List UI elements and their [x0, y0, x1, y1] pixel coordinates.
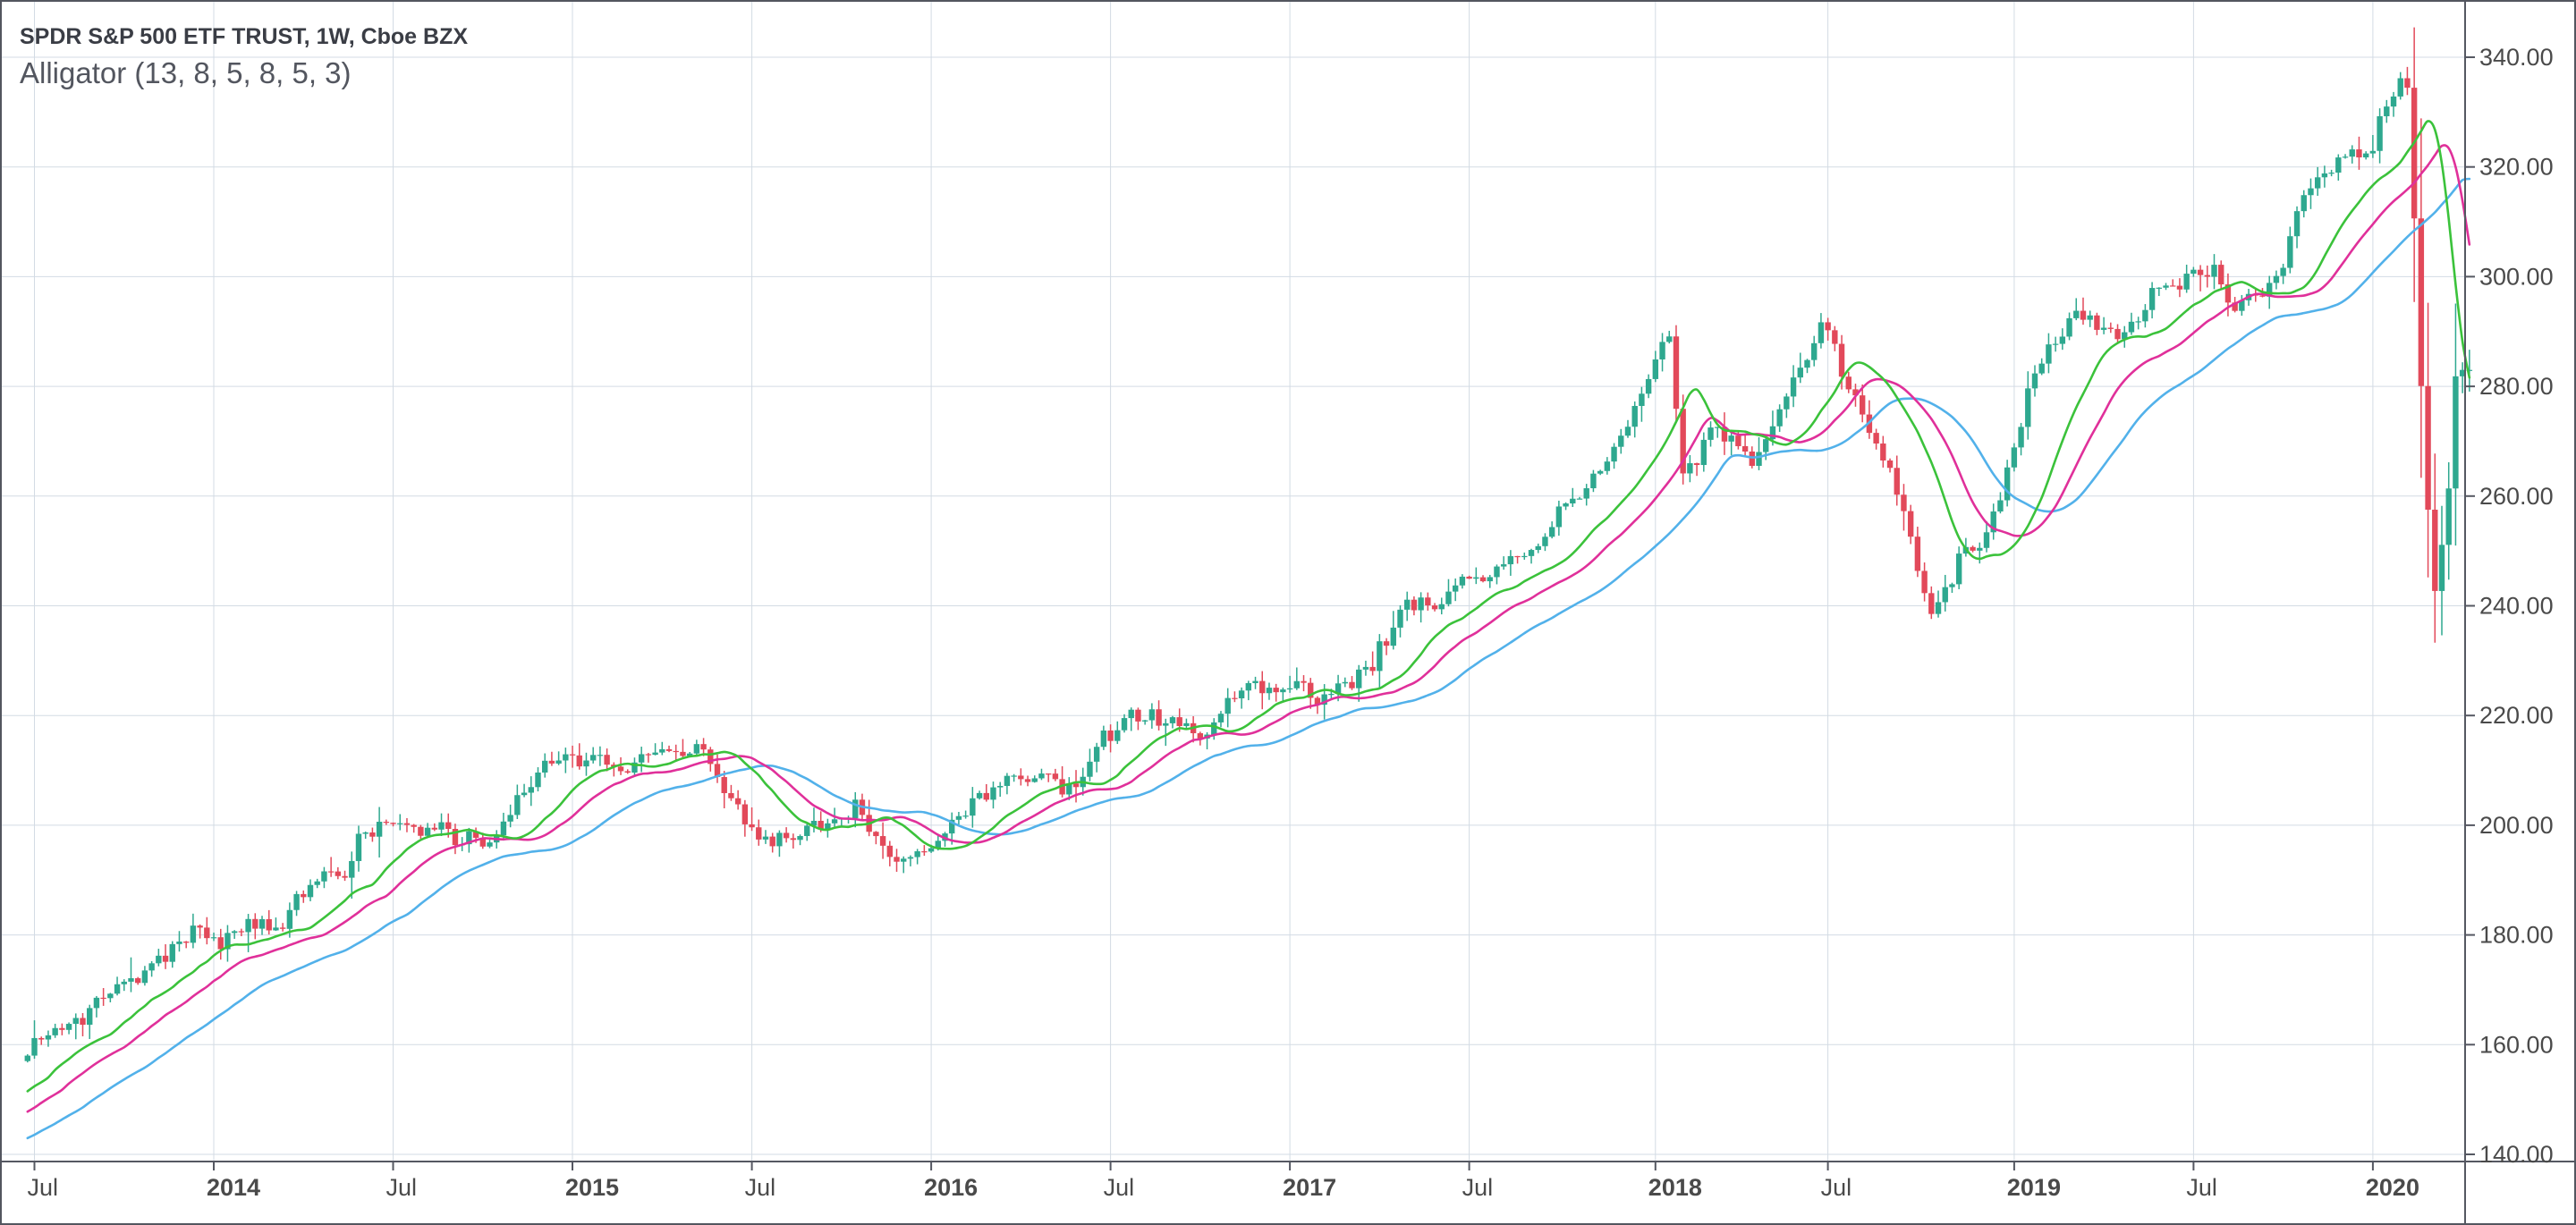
svg-text:200.00: 200.00 [2479, 812, 2554, 839]
svg-text:140.00: 140.00 [2479, 1141, 2554, 1168]
svg-text:Jul: Jul [28, 1174, 59, 1201]
svg-text:2020: 2020 [2366, 1174, 2419, 1201]
svg-text:Jul: Jul [1821, 1174, 1852, 1201]
svg-text:2017: 2017 [1283, 1174, 1336, 1201]
svg-text:2018: 2018 [1648, 1174, 1702, 1201]
svg-text:Jul: Jul [745, 1174, 776, 1201]
svg-text:320.00: 320.00 [2479, 154, 2554, 181]
svg-text:180.00: 180.00 [2479, 922, 2554, 949]
svg-text:Jul: Jul [1104, 1174, 1135, 1201]
svg-text:Jul: Jul [2186, 1174, 2217, 1201]
svg-text:Jul: Jul [386, 1174, 418, 1201]
svg-text:2019: 2019 [2007, 1174, 2061, 1201]
svg-text:240.00: 240.00 [2479, 593, 2554, 620]
svg-text:300.00: 300.00 [2479, 263, 2554, 290]
svg-text:2015: 2015 [565, 1174, 619, 1201]
svg-text:260.00: 260.00 [2479, 483, 2554, 510]
svg-text:160.00: 160.00 [2479, 1031, 2554, 1058]
svg-text:2014: 2014 [207, 1174, 260, 1201]
svg-text:280.00: 280.00 [2479, 373, 2554, 400]
svg-text:340.00: 340.00 [2479, 44, 2554, 71]
svg-text:2016: 2016 [924, 1174, 978, 1201]
svg-text:220.00: 220.00 [2479, 702, 2554, 729]
svg-text:Jul: Jul [1462, 1174, 1494, 1201]
